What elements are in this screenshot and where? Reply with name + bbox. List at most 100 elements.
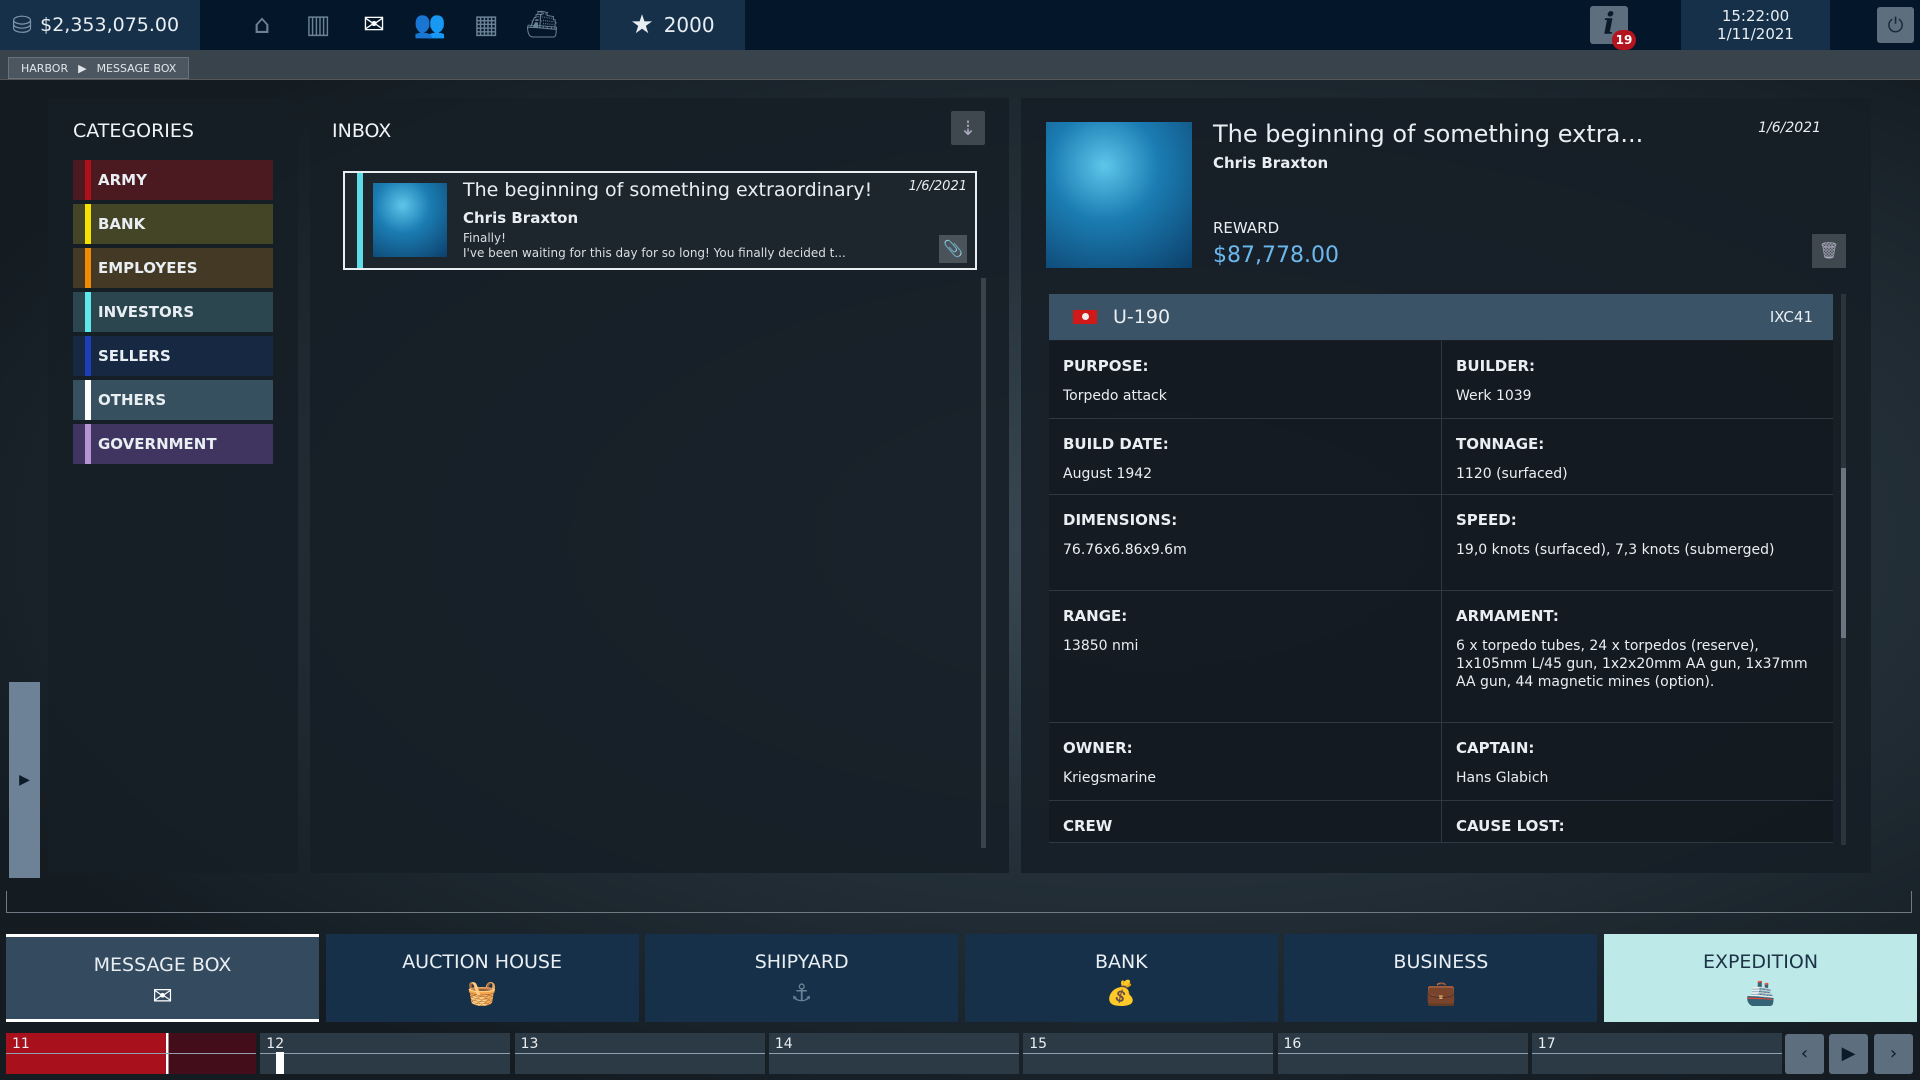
tab-business[interactable]: BUSINESS 💼 <box>1284 934 1598 1022</box>
timeline-day[interactable]: 11 <box>6 1033 256 1074</box>
people-icon[interactable]: 👥 <box>413 10 447 40</box>
field-label: CAPTAIN: <box>1456 739 1535 757</box>
ship-name: U-190 <box>1113 306 1171 328</box>
clock: 15:22:00 1/11/2021 <box>1681 0 1830 50</box>
breadcrumb-bar <box>0 50 1920 80</box>
category-color-bar <box>85 204 91 244</box>
map-icon[interactable]: ▥ <box>305 10 331 40</box>
category-investors[interactable]: INVESTORS <box>73 292 273 332</box>
message-title: The beginning of something extraordinary… <box>463 179 873 201</box>
main-nav: ⌂ ▥ ✉ 👥 ▦ ⛴ <box>245 0 559 50</box>
notification-badge: 19 <box>1612 30 1636 50</box>
breadcrumb-harbor[interactable]: HARBOR <box>21 61 69 75</box>
field-label: TONNAGE: <box>1456 435 1545 453</box>
basket-icon: 🧺 <box>467 979 498 1007</box>
tab-auction-house[interactable]: AUCTION HOUSE 🧺 <box>325 934 639 1022</box>
ship-info-cell: BUILDER: Werk 1039 <box>1441 341 1833 418</box>
field-value: 1120 (surfaced) <box>1456 466 1568 482</box>
divider <box>6 891 1912 913</box>
field-label: DIMENSIONS: <box>1063 511 1178 529</box>
tab-label: MESSAGE BOX <box>93 954 232 976</box>
breadcrumb-message-box: MESSAGE BOX <box>96 61 177 75</box>
category-color-bar <box>85 248 91 288</box>
ship-info-cell: CREW <box>1049 801 1441 842</box>
next-button[interactable]: › <box>1874 1034 1913 1074</box>
field-value: Werk 1039 <box>1456 388 1532 404</box>
category-others[interactable]: OTHERS <box>73 380 273 420</box>
home-icon[interactable]: ⌂ <box>253 10 271 40</box>
ship-info-cell: PURPOSE: Torpedo attack <box>1049 341 1441 418</box>
field-label: CREW <box>1063 817 1113 835</box>
category-bank[interactable]: BANK <box>73 204 273 244</box>
tab-label: EXPEDITION <box>1702 951 1819 973</box>
timeline-day[interactable]: 15 <box>1023 1033 1274 1074</box>
city-icon[interactable]: ▦ <box>473 10 499 40</box>
category-color-bar <box>85 424 91 464</box>
field-value: 13850 nmi <box>1063 638 1139 654</box>
category-government[interactable]: GOVERNMENT <box>73 424 273 464</box>
delete-button[interactable]: 🗑 <box>1812 234 1846 268</box>
reward-label: REWARD <box>1213 219 1280 237</box>
day-label: 14 <box>774 1036 793 1052</box>
field-value: 19,0 knots (surfaced), 7,3 knots (submer… <box>1456 542 1775 558</box>
day-label: 11 <box>12 1036 30 1052</box>
anchor-icon: ⚓ <box>790 979 813 1007</box>
field-value: Torpedo attack <box>1063 388 1167 404</box>
field-value: August 1942 <box>1063 466 1153 482</box>
field-value: Hans Glabich <box>1456 770 1549 786</box>
tab-shipyard[interactable]: SHIPYARD ⚓ <box>645 934 959 1022</box>
category-label: ARMY <box>98 171 147 189</box>
field-label: BUILDER: <box>1456 357 1535 375</box>
inbox-scrollbar[interactable] <box>981 278 986 848</box>
detail-date: 1/6/2021 <box>1758 120 1821 136</box>
ship-info-cell: SPEED: 19,0 knots (surfaced), 7,3 knots (… <box>1441 495 1833 590</box>
harbor-icon[interactable]: ⛴ <box>525 10 559 40</box>
timeline-day[interactable]: 16 <box>1277 1033 1528 1074</box>
play-button[interactable]: ▶ <box>1829 1034 1868 1074</box>
tab-message-box[interactable]: MESSAGE BOX ✉ <box>6 934 319 1022</box>
money-bag-icon: 💰 <box>1106 979 1137 1007</box>
category-employees[interactable]: EMPLOYEES <box>73 248 273 288</box>
category-army[interactable]: ARMY <box>73 160 273 200</box>
category-sellers[interactable]: SELLERS <box>73 336 273 376</box>
category-label: BANK <box>98 215 146 233</box>
category-label: GOVERNMENT <box>98 435 217 453</box>
play-icon: ▶ <box>19 772 30 788</box>
timeline-marker[interactable] <box>276 1052 284 1074</box>
timeline-day[interactable]: 17 <box>1531 1033 1782 1074</box>
category-label: INVESTORS <box>98 303 195 321</box>
detail-scrollbar-thumb[interactable] <box>1841 468 1846 638</box>
expand-sidebar-button[interactable]: ▶ <box>9 682 40 878</box>
timeline-day[interactable]: 14 <box>768 1033 1019 1074</box>
tab-expedition[interactable]: EXPEDITION 🚢 <box>1604 934 1917 1022</box>
ship-icon: 🚢 <box>1745 979 1776 1007</box>
mail-icon[interactable]: ✉ <box>363 10 385 40</box>
category-color-bar <box>85 160 91 200</box>
field-label: RANGE: <box>1063 607 1128 625</box>
field-label: CAUSE LOST: <box>1456 817 1565 835</box>
tab-bank[interactable]: BANK 💰 <box>964 934 1278 1022</box>
field-label: BUILD DATE: <box>1063 435 1169 453</box>
power-button[interactable]: ⏻ <box>1877 7 1914 43</box>
briefcase-icon: 💼 <box>1425 979 1456 1007</box>
ship-class: IXC41 <box>1769 308 1813 326</box>
day-label: 16 <box>1283 1036 1302 1052</box>
field-label: OWNER: <box>1063 739 1133 757</box>
tab-label: AUCTION HOUSE <box>402 951 562 973</box>
money-display: ⛁ $2,353,075.00 <box>0 0 200 50</box>
chevron-right-icon: ▶ <box>78 61 87 75</box>
message-item[interactable]: The beginning of something extraordinary… <box>343 171 977 270</box>
prev-button[interactable]: ‹ <box>1785 1034 1824 1074</box>
category-color-bar <box>85 380 91 420</box>
ship-info-cell: OWNER: Kriegsmarine <box>1049 723 1441 800</box>
attachment-icon: 📎 <box>939 235 967 263</box>
timeline-day[interactable]: 12 <box>260 1033 511 1074</box>
sort-button[interactable]: ⇣ <box>951 111 985 145</box>
message-thumbnail <box>373 183 447 257</box>
categories-panel: CATEGORIES ARMY BANK EMPLOYEES INVESTORS SEL… <box>48 98 298 873</box>
sort-icon: ⇣ <box>959 116 977 140</box>
ship-info-row: RANGE: 13850 nmi ARMAMENT: 6 x torpedo tube… <box>1049 591 1833 723</box>
timeline-day[interactable]: 13 <box>514 1033 765 1074</box>
day-label: 15 <box>1029 1036 1048 1052</box>
ship-header: U-190 IXC41 <box>1049 294 1833 340</box>
